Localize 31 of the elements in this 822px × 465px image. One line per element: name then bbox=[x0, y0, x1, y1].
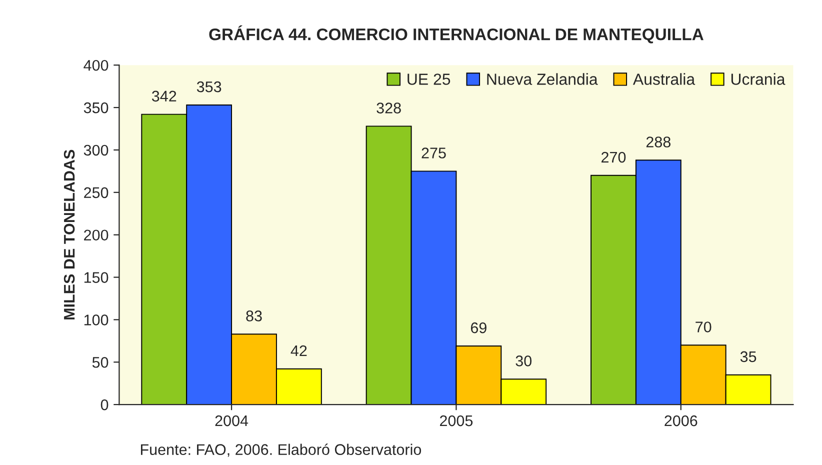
data-label: 69 bbox=[470, 322, 486, 334]
y-tick-label: 0 bbox=[100, 399, 108, 410]
data-label: 70 bbox=[696, 322, 712, 332]
data-label: 288 bbox=[646, 136, 671, 148]
legend-label: Nueva Zelandia bbox=[487, 73, 598, 85]
y-tick-label: 150 bbox=[84, 272, 108, 283]
data-label: 328 bbox=[376, 102, 401, 114]
data-label: 30 bbox=[516, 356, 532, 366]
x-tick-label: 2005 bbox=[440, 415, 473, 426]
chart-title: GRÁFICA 44. COMERCIO INTERNACIONAL DE MANTEQUILLA bbox=[209, 25, 704, 44]
data-label: 270 bbox=[602, 152, 626, 163]
y-tick-label: 200 bbox=[84, 230, 108, 241]
data-label: 275 bbox=[422, 148, 446, 158]
y-axis-title: MILES DE TONELADAS bbox=[64, 150, 75, 320]
y-tick-label: 50 bbox=[92, 356, 108, 368]
data-label: 353 bbox=[196, 81, 222, 92]
data-label: 342 bbox=[152, 90, 176, 102]
legend-label: UE 25 bbox=[408, 74, 450, 85]
data-label: 83 bbox=[246, 310, 262, 322]
y-tick-label: 400 bbox=[84, 60, 108, 71]
legend-label: Ucrania bbox=[731, 73, 786, 85]
x-tick-label: 2006 bbox=[664, 415, 698, 426]
y-tick-label: 100 bbox=[84, 314, 108, 326]
y-tick-label: 300 bbox=[84, 144, 108, 156]
x-tick-label: 2004 bbox=[215, 415, 248, 426]
data-label: 42 bbox=[290, 345, 307, 356]
source-note: Fuente: FAO, 2006. Elaboró Observatorio bbox=[140, 444, 422, 457]
data-label: 35 bbox=[740, 351, 756, 362]
y-tick-label: 250 bbox=[84, 187, 108, 198]
legend-label: Australia bbox=[632, 73, 696, 85]
y-tick-label: 350 bbox=[84, 102, 108, 114]
